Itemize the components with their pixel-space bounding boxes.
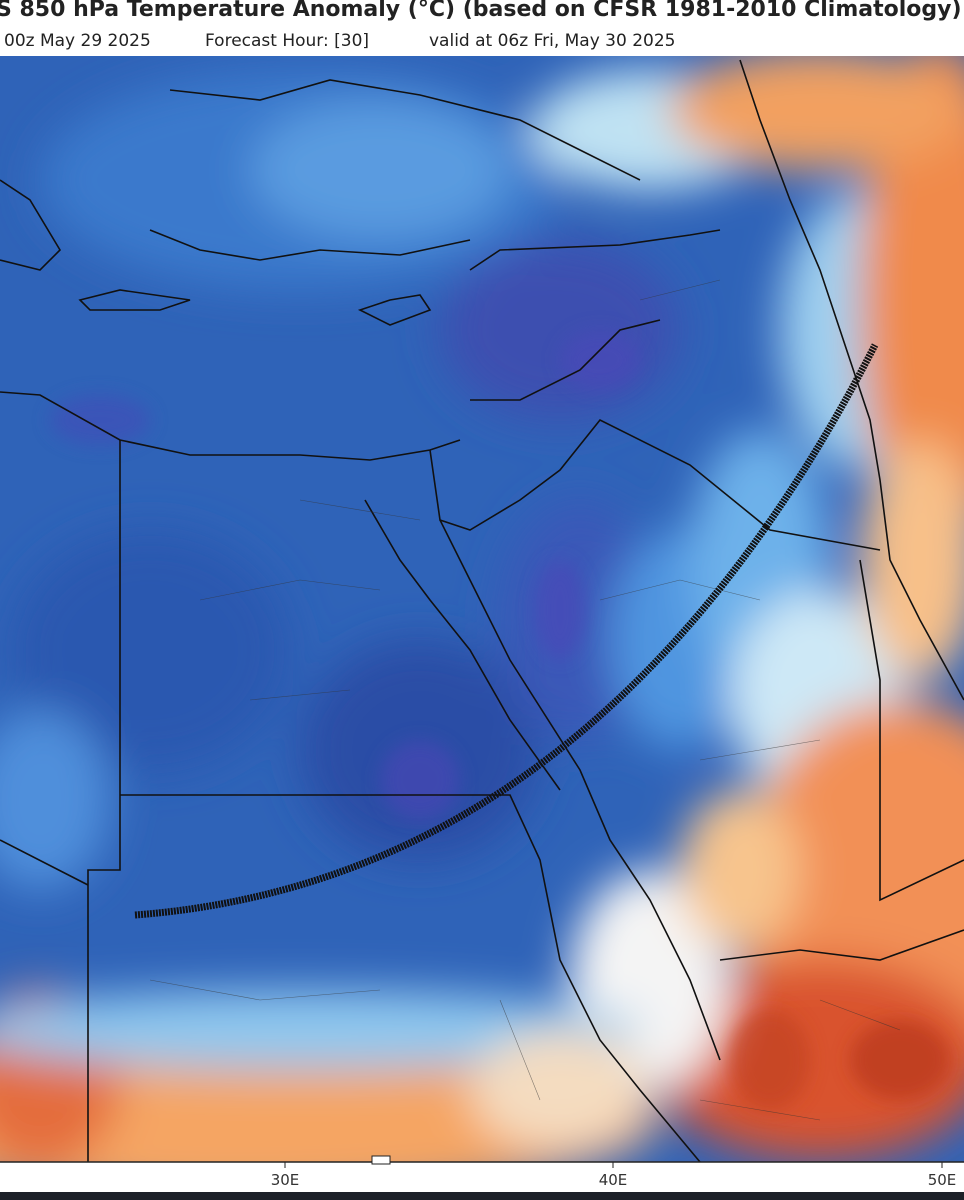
valid-time: valid at 06z Fri, May 30 2025 bbox=[429, 31, 675, 51]
longitude-label: 40E bbox=[599, 1171, 628, 1189]
run-time: 00z May 29 2025 bbox=[4, 31, 151, 51]
forecast-hour: Forecast Hour: [30] bbox=[205, 31, 369, 51]
map-title: S 850 hPa Temperature Anomaly (°C) (base… bbox=[0, 0, 962, 22]
highlight-arc bbox=[134, 343, 879, 919]
anomaly-field bbox=[0, 56, 964, 1162]
longitude-label: 30E bbox=[271, 1171, 300, 1189]
longitude-label: 50E bbox=[928, 1171, 957, 1189]
